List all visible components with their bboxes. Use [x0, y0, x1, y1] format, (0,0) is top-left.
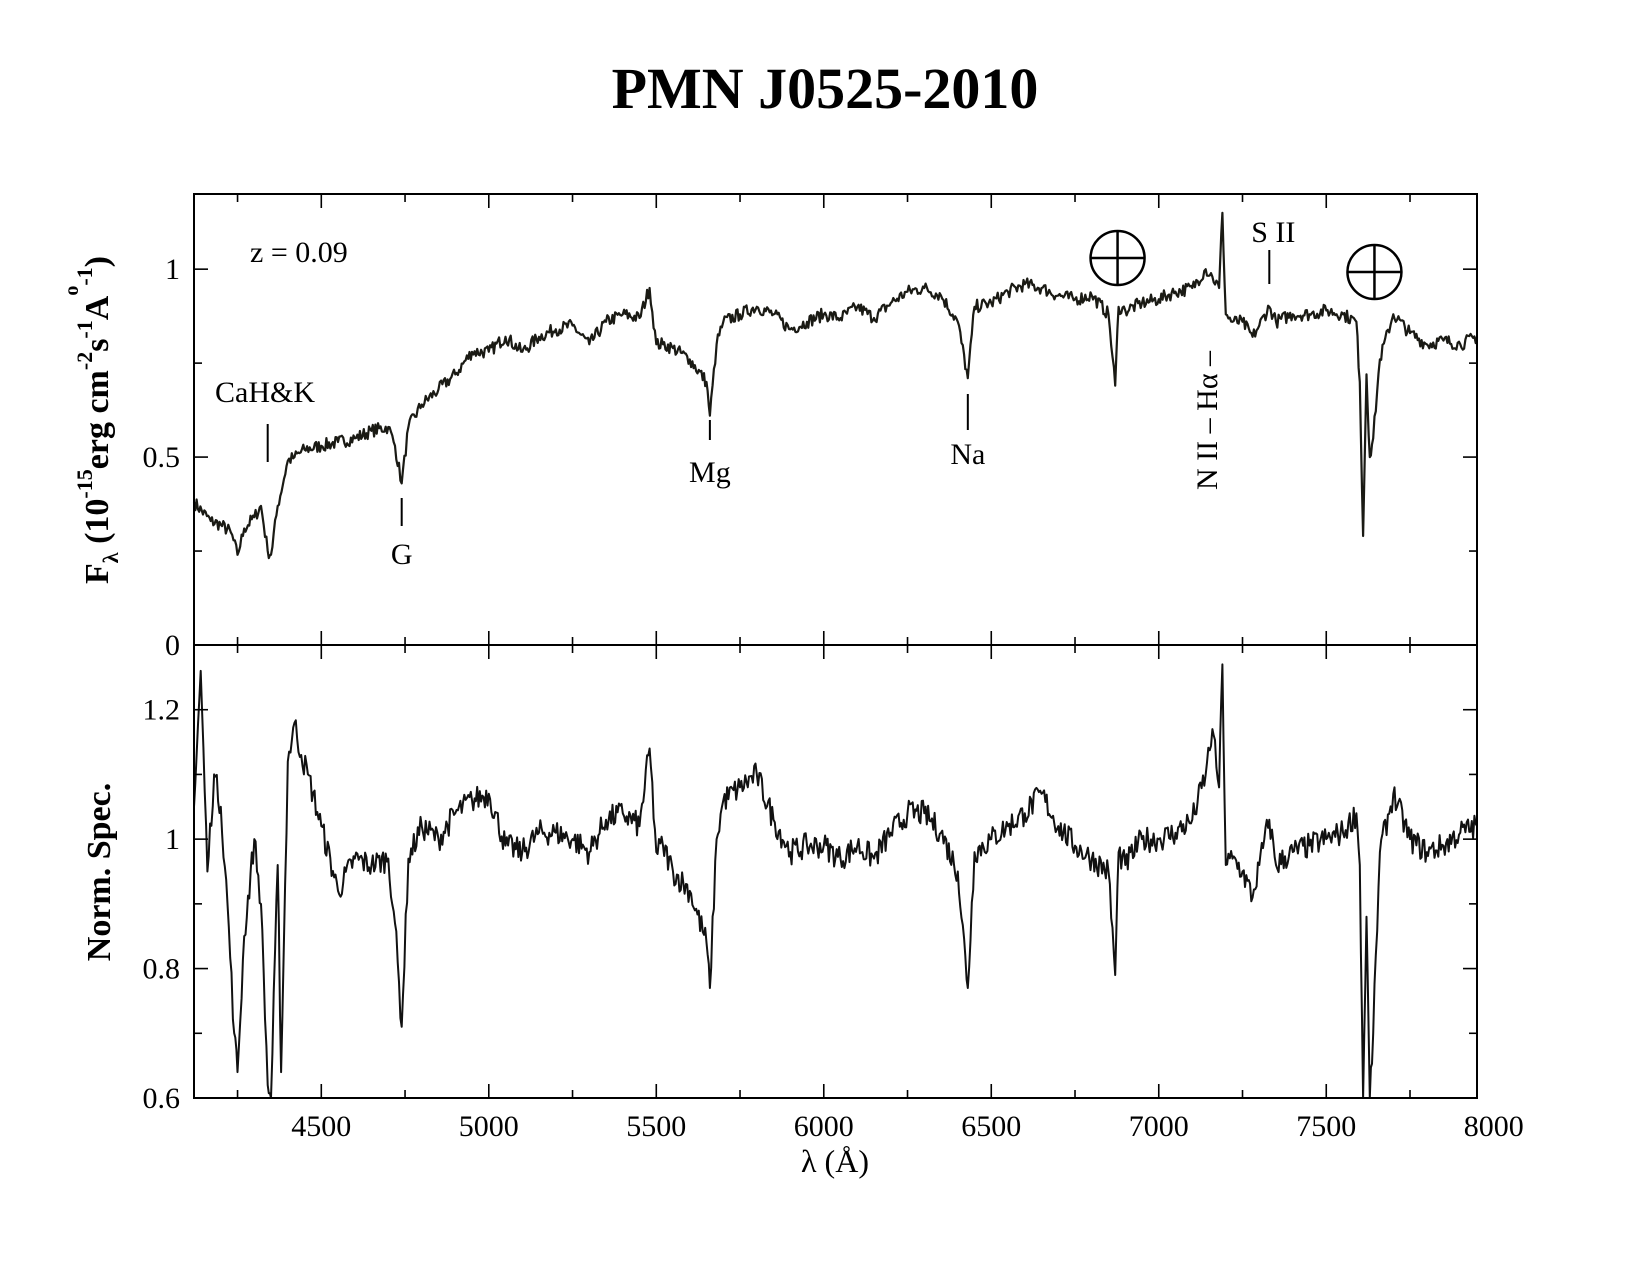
bottom-spectrum-line [193, 663, 1478, 1099]
top-panel-frame [193, 193, 1478, 646]
bottom-ylabel: Norm. Spec. [81, 783, 118, 961]
x-axis-label: λ (Å) [801, 1143, 869, 1179]
x-tick-label: 4500 [291, 1110, 351, 1143]
top-panel: 0 0.5 1 CaH&K G Mg Na N II – Hα – S II z = 0.09… [61, 193, 1479, 662]
top-y-tick-label: 0.5 [143, 441, 181, 474]
top-ylabel: Fλ (10-15erg cm-2s-1Ao-1) [61, 256, 123, 584]
line-label-mg: Mg [689, 456, 731, 489]
bottom-panel-frame [193, 644, 1478, 1099]
bottom-y-tick-label: 0.8 [143, 953, 181, 986]
redshift-note: z = 0.09 [250, 236, 348, 269]
earth-symbol-icon [1089, 229, 1146, 287]
bottom-y-tick-label: 0.6 [143, 1082, 181, 1115]
line-label-na: Na [950, 438, 985, 471]
x-tick-label: 7000 [1129, 1110, 1189, 1143]
bottom-y-tick-label: 1 [165, 823, 180, 856]
x-tick-label: 5000 [459, 1110, 519, 1143]
line-label-cahk: CaH&K [215, 376, 315, 409]
top-spectrum-line [192, 211, 1479, 560]
top-y-tick-label: 1 [165, 253, 180, 286]
chart-title: PMN J0525-2010 [612, 56, 1039, 121]
bottom-y-tick-label: 1.2 [143, 694, 181, 727]
x-tick-label: 6000 [794, 1110, 854, 1143]
top-y-tick-label: 0 [165, 629, 180, 662]
line-label-nii-halpha: N II – Hα – [1191, 350, 1224, 490]
x-tick-label: 5500 [626, 1110, 686, 1143]
line-label-sii: S II [1251, 216, 1295, 249]
line-label-g: G [391, 538, 413, 571]
x-tick-label: 7500 [1296, 1110, 1356, 1143]
earth-symbol-icon [1346, 243, 1403, 301]
x-tick-label: 6500 [961, 1110, 1021, 1143]
x-tick-label: 8000 [1464, 1110, 1524, 1143]
bottom-panel: 0.6 0.8 1 1.2 Norm. Spec. [81, 644, 1478, 1115]
